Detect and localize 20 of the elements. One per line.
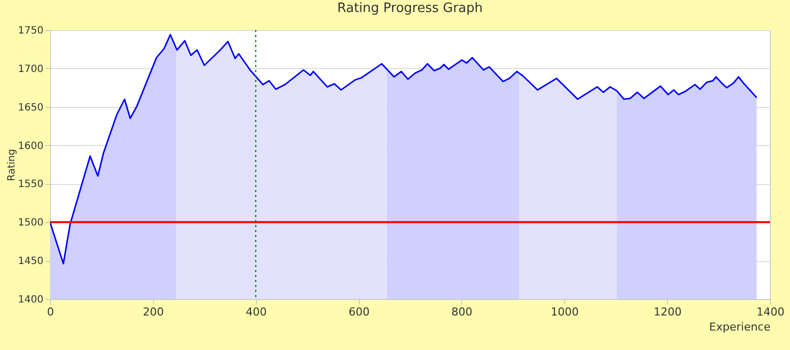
x-tick-label: 1000 <box>550 306 579 318</box>
y-tick-label: 1450 <box>18 256 44 268</box>
y-tick-label: 1750 <box>18 26 44 36</box>
y-axis-title: Rating <box>6 148 18 182</box>
x-tick-label: 800 <box>451 306 472 318</box>
x-tick-label: 1200 <box>654 306 682 318</box>
x-tick-label: 400 <box>246 306 267 318</box>
y-tick-label: 1500 <box>18 218 44 229</box>
x-tick-label: 1400 <box>756 306 784 318</box>
x-tick-label: 200 <box>142 306 164 318</box>
x-tick-label: 600 <box>348 306 370 318</box>
x-axis-title: Experience <box>709 320 771 334</box>
y-tick-label: 1650 <box>18 102 44 114</box>
chart-title: Rating Progress Graph <box>337 1 483 16</box>
y-tick-label: 1550 <box>18 179 44 190</box>
y-tick-label: 1700 <box>18 64 44 75</box>
y-tick-label: 1400 <box>18 294 44 306</box>
x-tick-label: 0 <box>47 306 54 318</box>
y-tick-label: 1600 <box>18 140 44 152</box>
line-series <box>50 34 758 264</box>
